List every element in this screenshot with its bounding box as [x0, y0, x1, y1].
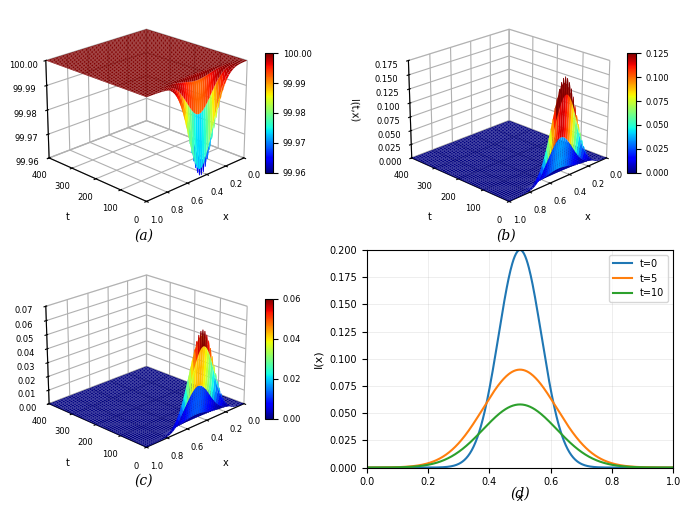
t=0: [508, 261, 516, 267]
t=5: [362, 464, 371, 470]
X-axis label: x: x: [223, 212, 228, 222]
t=0: [662, 464, 671, 470]
t=5: [510, 368, 519, 374]
Text: (b): (b): [497, 228, 516, 242]
t=5: [529, 373, 537, 379]
Line: t=10: t=10: [366, 405, 673, 467]
Y-axis label: t: t: [66, 212, 69, 222]
t=0: [362, 464, 371, 470]
t=10: [669, 464, 677, 470]
t=10: [662, 464, 671, 470]
X-axis label: x: x: [585, 212, 591, 222]
t=10: [510, 402, 519, 408]
Y-axis label: t: t: [428, 212, 432, 222]
Y-axis label: t: t: [66, 458, 69, 468]
t=10: [508, 403, 516, 409]
Legend: t=0, t=5, t=10: t=0, t=5, t=10: [609, 255, 669, 302]
Line: t=5: t=5: [366, 370, 673, 467]
t=10: [362, 464, 371, 470]
Y-axis label: I(x): I(x): [314, 349, 324, 368]
t=5: [662, 464, 671, 470]
X-axis label: x: x: [223, 458, 228, 468]
Text: (c): (c): [134, 474, 153, 488]
t=5: [614, 462, 623, 468]
Line: t=0: t=0: [366, 250, 673, 467]
Text: (d): (d): [510, 487, 530, 501]
X-axis label: x: x: [516, 493, 523, 503]
t=5: [546, 394, 554, 400]
Text: (a): (a): [134, 228, 153, 242]
t=5: [516, 367, 524, 373]
t=5: [669, 464, 677, 470]
t=0: [529, 284, 537, 291]
t=0: [614, 464, 623, 470]
t=0: [669, 464, 677, 470]
t=10: [516, 402, 524, 408]
t=0: [546, 381, 554, 387]
t=0: [510, 255, 519, 261]
t=0: [516, 247, 524, 253]
t=10: [529, 405, 537, 411]
t=5: [508, 369, 516, 375]
t=10: [546, 419, 554, 425]
t=10: [614, 463, 623, 469]
